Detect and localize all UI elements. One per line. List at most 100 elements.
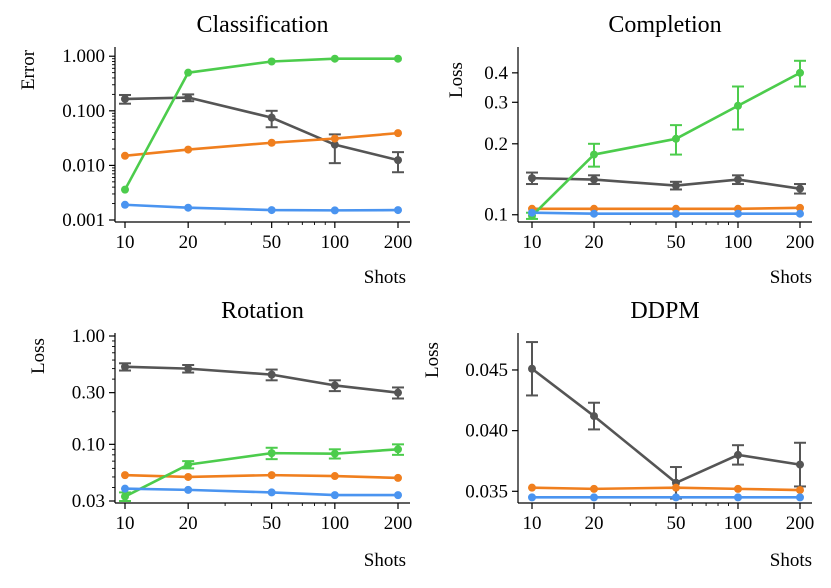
data-point (330, 449, 339, 458)
series-gray (526, 341, 806, 500)
y-tick-label: 0.30 (72, 383, 105, 404)
data-point (330, 54, 339, 63)
data-point (394, 388, 402, 397)
series-line (531, 367, 801, 485)
series-gray (526, 171, 806, 195)
series-green (119, 443, 404, 502)
x-tick-label: 10 (116, 513, 135, 534)
data-point (394, 473, 402, 482)
chart-title: Rotation (221, 298, 304, 324)
data-point (121, 484, 129, 493)
x-tick-label: 100 (321, 513, 350, 534)
data-point (590, 175, 599, 184)
data-point (528, 483, 536, 492)
x-tick-label: 100 (724, 232, 753, 253)
x-tick-label: 20 (585, 513, 604, 534)
data-point (330, 491, 339, 500)
data-point (590, 484, 599, 493)
chart-title: DDPM (630, 298, 699, 324)
series-line (531, 211, 800, 216)
series-line (124, 365, 399, 394)
series-line (531, 486, 801, 492)
x-tick-label: 50 (262, 232, 281, 253)
chart-panel-ddpm: DDPM 0.035 0.040 0.045 10 20 50 100 200 Shots Loss (422, 298, 814, 571)
data-point (733, 209, 742, 218)
x-axis-label: Shots (364, 550, 406, 571)
data-point (121, 471, 129, 480)
data-point (267, 57, 276, 66)
data-point (671, 181, 680, 190)
x-axis-label: Shots (770, 550, 812, 571)
y-tick-label: 0.2 (484, 134, 508, 155)
series-line (124, 203, 399, 212)
y-tick-label: 0.3 (484, 92, 508, 113)
data-point (394, 445, 402, 454)
y-axis-label: Error (18, 49, 39, 90)
data-point (796, 486, 804, 495)
series-orange (121, 129, 402, 160)
series-orange (528, 483, 804, 495)
data-point (184, 460, 193, 469)
data-point (184, 364, 193, 373)
data-point (528, 174, 536, 183)
x-tick-label: 10 (523, 513, 542, 534)
y-tick-label: 0.03 (72, 491, 105, 512)
data-point (121, 362, 129, 371)
data-point (590, 412, 599, 421)
data-point (267, 370, 276, 379)
data-point (184, 145, 193, 154)
x-tick-label: 20 (179, 232, 198, 253)
y-axis-label: Loss (422, 342, 443, 378)
series-gray (119, 93, 404, 174)
y-axis-label: Loss (446, 62, 467, 98)
data-point (121, 185, 129, 194)
x-tick-label: 20 (179, 513, 198, 534)
data-point (330, 206, 339, 215)
data-point (121, 94, 129, 103)
series-blue (121, 200, 402, 215)
data-point (528, 208, 536, 217)
y-tick-label: 0.100 (62, 101, 105, 122)
x-tick-label: 50 (666, 232, 685, 253)
x-tick-label: 100 (724, 513, 753, 534)
y-tick-label: 0.045 (465, 360, 508, 381)
data-point (796, 184, 804, 193)
chart-panel-rotation: Rotation 0.03 0.10 0.30 1.00 10 20 50 100 200 Shot… (28, 298, 412, 571)
data-point (671, 493, 680, 502)
x-axis-label: Shots (770, 267, 812, 288)
data-point (267, 113, 276, 122)
data-point (528, 493, 536, 502)
series-gray (119, 362, 404, 400)
series-line (124, 131, 399, 158)
data-point (796, 203, 804, 212)
data-point (796, 493, 804, 502)
data-point (330, 134, 339, 143)
data-point (394, 491, 402, 500)
x-tick-label: 10 (116, 232, 135, 253)
series-green (526, 59, 806, 220)
data-point (796, 460, 804, 469)
y-tick-label: 0.035 (465, 481, 508, 502)
data-point (184, 68, 193, 77)
data-point (733, 493, 742, 502)
y-tick-label: 0.040 (465, 421, 508, 442)
data-point (184, 203, 193, 212)
x-tick-label: 20 (585, 232, 604, 253)
series-line (123, 57, 398, 191)
x-axis-label: Shots (364, 267, 406, 288)
data-point (590, 150, 599, 159)
data-point (184, 485, 193, 494)
x-tick-label: 50 (262, 513, 281, 534)
data-point (121, 492, 129, 501)
y-axis-label: Loss (28, 338, 49, 374)
x-tick-label: 50 (666, 513, 685, 534)
series-orange (528, 203, 804, 213)
data-point (394, 206, 402, 215)
data-point (267, 206, 276, 215)
data-point (796, 68, 804, 77)
data-point (528, 364, 536, 373)
y-tick-label: 0.010 (62, 155, 105, 176)
data-point (184, 472, 193, 481)
data-point (267, 449, 276, 458)
x-tick-label: 100 (321, 232, 350, 253)
